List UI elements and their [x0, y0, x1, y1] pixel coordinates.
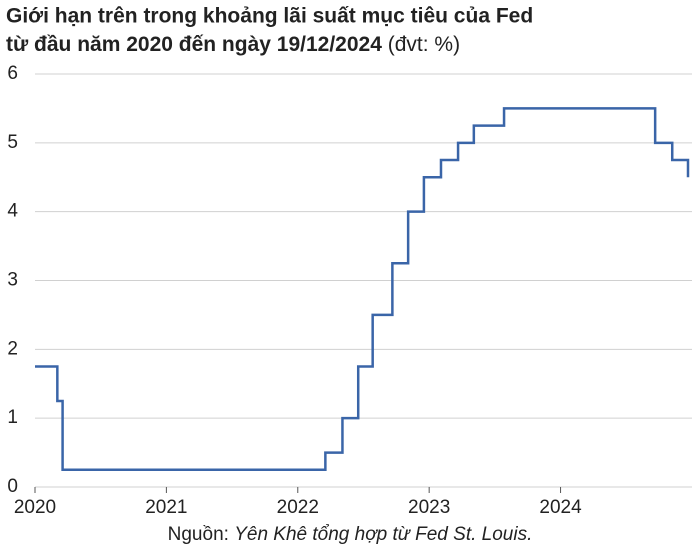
chart-title-line: Giới hạn trên trong khoảng lãi suất mục … [6, 5, 533, 28]
y-tick-label: 6 [7, 63, 18, 84]
y-tick-label: 2 [7, 338, 18, 359]
x-tick-label: 2021 [145, 497, 187, 518]
source-label: Nguồn: [168, 524, 229, 545]
chart-title-line: từ đầu năm 2020 đến ngày 19/12/2024 [6, 33, 382, 56]
source-note: Nguồn: Yên Khê tổng hợp từ Fed St. Louis… [168, 524, 533, 545]
x-tick-label: 2023 [408, 497, 450, 518]
y-tick-label: 5 [7, 132, 18, 153]
line-series [35, 107, 690, 472]
x-tick-label: 2020 [14, 497, 56, 518]
y-tick-label: 1 [7, 407, 18, 428]
y-tick-label: 4 [7, 201, 18, 222]
chart-title-line: từ đầu năm 2020 đến ngày 19/12/2024 (đvt… [6, 33, 460, 56]
unit-label: (đvt: %) [388, 33, 460, 56]
x-tick-label: 2022 [277, 497, 319, 518]
y-tick-label: 3 [7, 270, 18, 291]
source: Yên Khê tổng hợp từ Fed St. Louis. [234, 524, 532, 545]
x-tick-label: 2024 [539, 497, 582, 518]
y-tick-label: 0 [7, 476, 18, 497]
